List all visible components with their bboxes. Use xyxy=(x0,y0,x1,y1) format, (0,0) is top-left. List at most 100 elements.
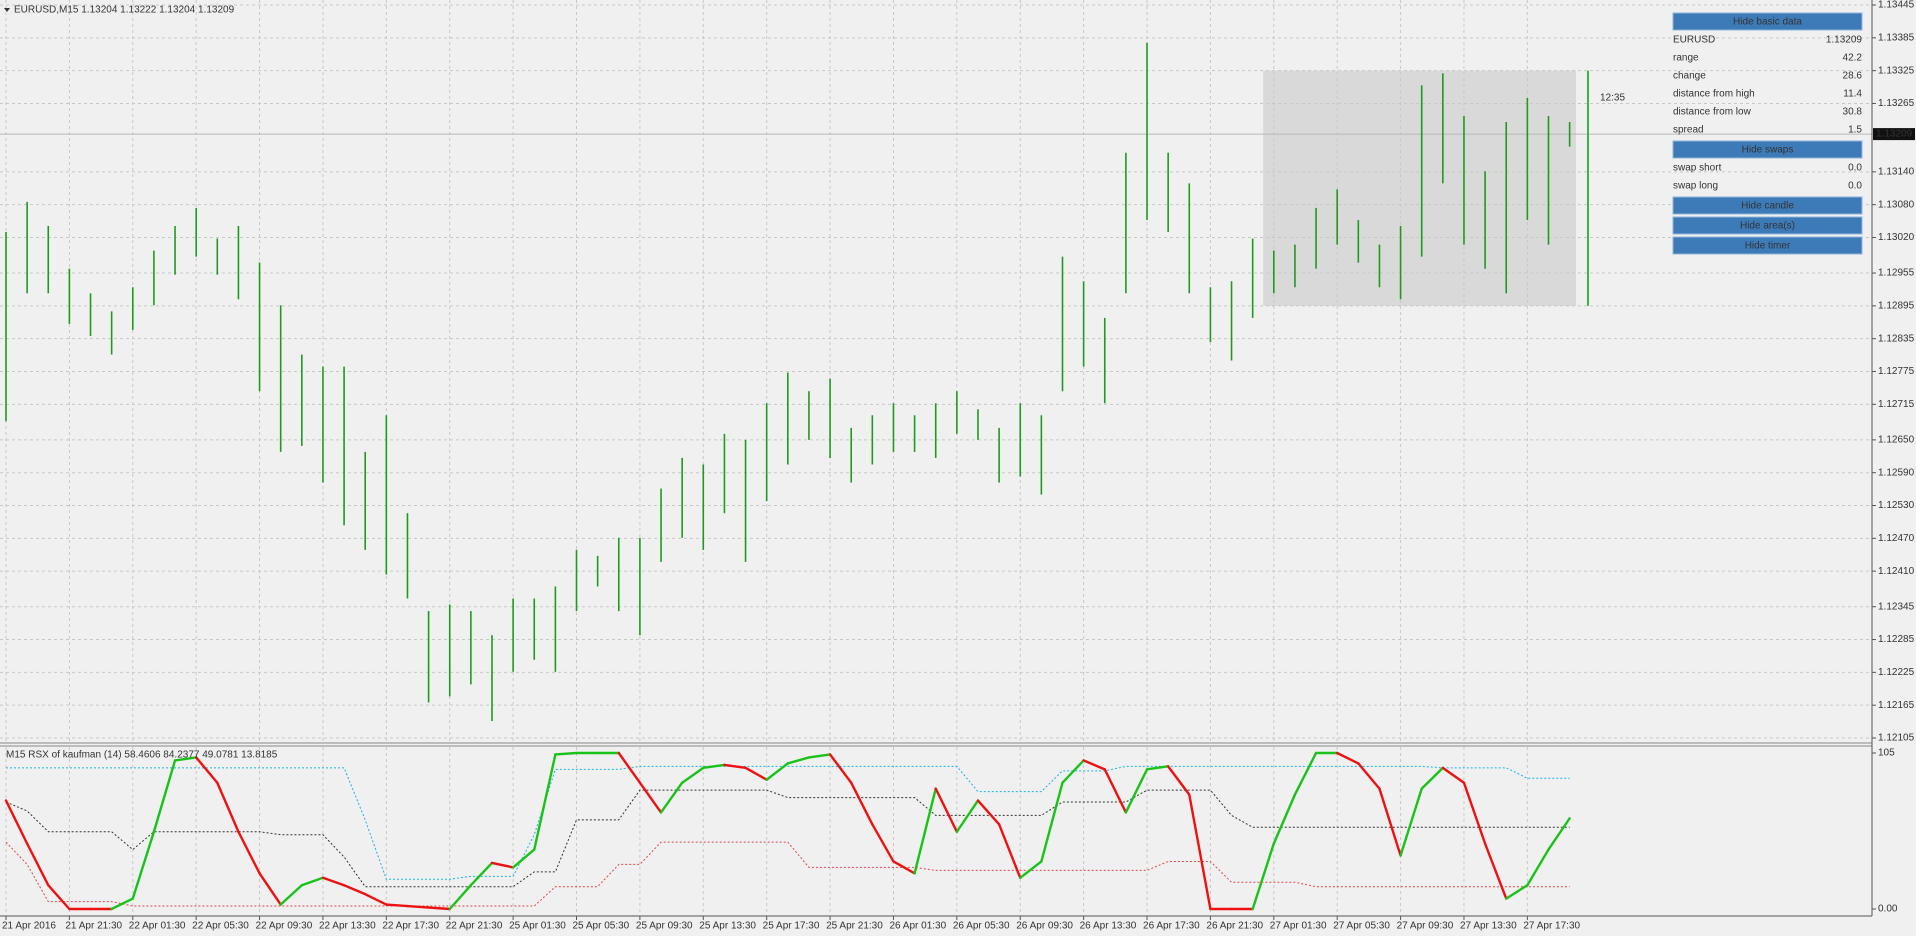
panel-label: distance from low xyxy=(1673,107,1752,118)
rsx-segment xyxy=(1061,759,1085,784)
panel-label: swap long xyxy=(1673,181,1718,192)
price-marker xyxy=(1873,128,1915,141)
y-tick-label: 1.13325 xyxy=(1878,65,1915,76)
indicator-title: M15 RSX of kaufman (14) 58.4606 84.2377 … xyxy=(6,750,278,761)
panel-label: swap short xyxy=(1673,163,1722,174)
rsx-segment xyxy=(1526,848,1550,887)
rsx-segment xyxy=(406,904,430,909)
y-tick-label: 1.12955 xyxy=(1878,268,1915,279)
area xyxy=(1263,70,1576,306)
rsx-segment xyxy=(1399,787,1423,857)
rsx-segment xyxy=(1103,768,1128,814)
y-tick-label: 1.12285 xyxy=(1878,634,1915,645)
y-tick-label: 1.12650 xyxy=(1878,435,1915,446)
rsx-segment xyxy=(1335,751,1360,765)
rsx-segment xyxy=(976,799,1001,826)
y-tick-label: 1.13080 xyxy=(1878,199,1915,210)
rsx-segment xyxy=(723,763,747,770)
rsx-segment xyxy=(1124,768,1149,814)
rsx-segment xyxy=(4,799,29,845)
panel-button-label[interactable]: Hide basic data xyxy=(1733,17,1802,28)
rsx-segment xyxy=(490,861,515,869)
x-tick-label: 25 Apr 01:30 xyxy=(509,921,566,932)
y-tick-label: 1.13140 xyxy=(1878,166,1915,177)
rsx-segment xyxy=(1293,751,1318,796)
y-tick-label: 1.13385 xyxy=(1878,32,1915,43)
rsx-segment xyxy=(110,897,134,911)
rsx-segment xyxy=(216,781,240,833)
x-tick-label: 27 Apr 05:30 xyxy=(1333,921,1390,932)
rsx-segment xyxy=(702,763,726,770)
y-tick-label: 1.12530 xyxy=(1878,500,1915,511)
rsx-segment xyxy=(364,892,388,906)
rsx-segment xyxy=(279,884,304,906)
rsx-segment xyxy=(194,756,219,784)
rsx-segment xyxy=(511,848,536,869)
y-tick-label: 1.12410 xyxy=(1878,566,1915,577)
rsx-segment xyxy=(1040,781,1064,863)
rsx-segment xyxy=(1166,765,1191,796)
x-tick-label: 26 Apr 21:30 xyxy=(1206,921,1263,932)
rsx-segment xyxy=(807,753,832,759)
rsx-segment xyxy=(1462,781,1487,845)
rsx-segment xyxy=(152,759,177,833)
panel-value: 30.8 xyxy=(1843,107,1863,118)
rsx-segment xyxy=(1019,860,1043,879)
panel-value: 0.0 xyxy=(1848,163,1862,174)
panel-value: 11.4 xyxy=(1843,89,1862,100)
x-tick-label: 22 Apr 21:30 xyxy=(446,921,503,932)
x-tick-label: 22 Apr 17:30 xyxy=(382,921,439,932)
x-tick-label: 25 Apr 09:30 xyxy=(636,921,693,932)
y-tick-label: 1.12835 xyxy=(1878,333,1915,344)
rsx-segment xyxy=(1145,765,1170,771)
x-tick-label: 25 Apr 05:30 xyxy=(573,921,630,932)
indicator-band xyxy=(5,841,1570,907)
indicator-band xyxy=(6,765,1570,880)
rsx-segment xyxy=(892,860,916,875)
y-tick-label: 1.12105 xyxy=(1878,733,1915,744)
rsx-segment xyxy=(173,756,198,762)
rsx-segment xyxy=(680,766,705,784)
rsx-segment xyxy=(765,762,790,781)
x-tick-label: 26 Apr 17:30 xyxy=(1143,921,1200,932)
y-tick-label: 1.12165 xyxy=(1878,700,1915,711)
panel-button[interactable] xyxy=(1672,236,1863,255)
rsx-segment xyxy=(385,903,409,908)
y-tick-label: 1.12590 xyxy=(1878,467,1915,478)
y-tick-label: 1.12715 xyxy=(1878,399,1915,410)
panel-button-label[interactable]: Hide timer xyxy=(1745,241,1791,252)
x-tick-label: 25 Apr 21:30 xyxy=(826,921,883,932)
x-tick-label: 25 Apr 17:30 xyxy=(763,921,820,932)
rsx-segment xyxy=(997,823,1022,879)
panel-button[interactable] xyxy=(1672,12,1863,31)
rsx-segment xyxy=(25,842,50,887)
rsx-segment xyxy=(1272,793,1297,845)
chart-title: EURUSD,M15 1.13204 1.13222 1.13204 1.132… xyxy=(14,5,235,16)
y-tick-label: 0.00 xyxy=(1878,904,1898,915)
panel-value: 42.2 xyxy=(1843,53,1863,64)
y-tick-label: 105 xyxy=(1878,748,1895,759)
x-tick-label: 26 Apr 09:30 xyxy=(1016,921,1073,932)
rsx-segment xyxy=(1547,817,1571,851)
rsx-segment xyxy=(659,781,684,814)
rsx-segment xyxy=(744,766,768,781)
rsx-segment xyxy=(786,756,811,765)
panel-button-label[interactable]: Hide candle xyxy=(1741,201,1794,212)
rsx-segment xyxy=(533,753,557,851)
rsx-segment xyxy=(1251,842,1276,911)
y-tick-label: 1.12345 xyxy=(1878,601,1915,612)
indicator-band xyxy=(5,789,1570,888)
y-tick-label: 1.13265 xyxy=(1878,98,1915,109)
panel-button-label[interactable]: Hide swaps xyxy=(1742,145,1794,156)
panel-button[interactable] xyxy=(1672,216,1863,235)
panel-value: 1.5 xyxy=(1848,125,1862,136)
rsx-segment xyxy=(1420,766,1445,790)
rsx-segment xyxy=(913,787,937,875)
panel-button[interactable] xyxy=(1672,196,1863,215)
rsx-segment xyxy=(469,861,494,887)
panel-button[interactable] xyxy=(1672,140,1863,159)
panel-value: 0.0 xyxy=(1848,181,1862,192)
panel-label: range xyxy=(1673,53,1699,64)
panel-button-label[interactable]: Hide area(s) xyxy=(1740,221,1795,232)
